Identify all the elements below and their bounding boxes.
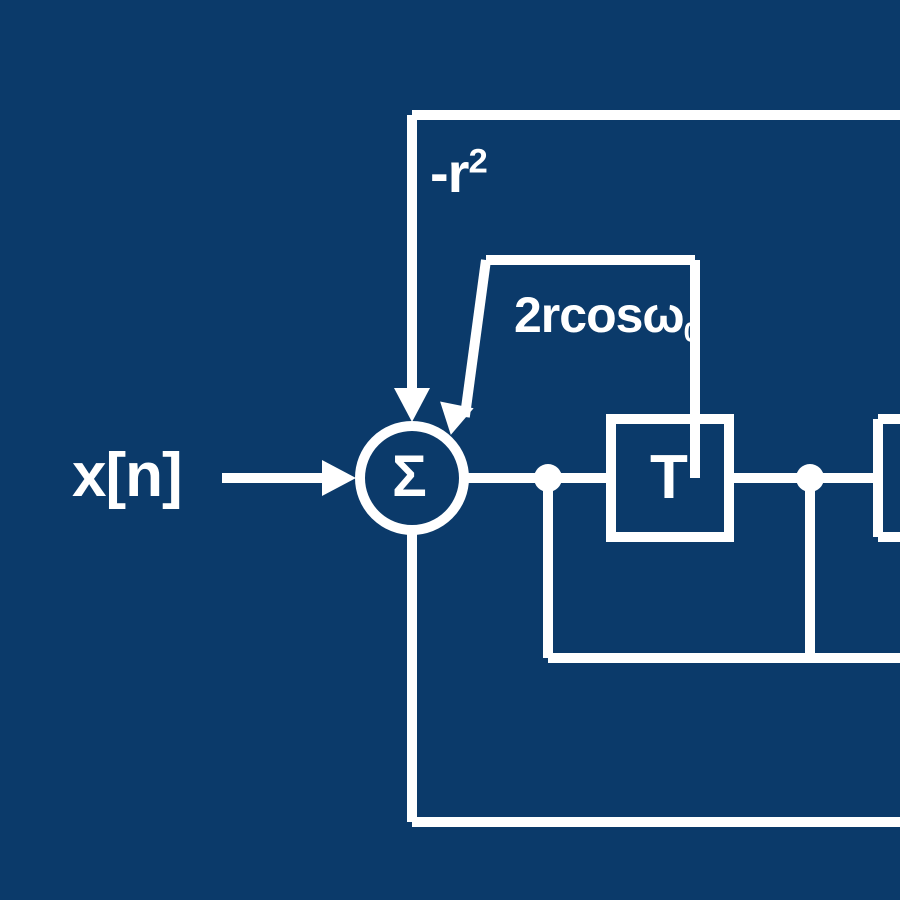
gain2-subscript: 0 [684,317,698,348]
sum-symbol: Σ [392,443,426,510]
gain1-superscript: 2 [468,142,486,180]
gain2-base: 2rcosω [514,287,684,343]
gain-minus-r-squared-label: -r2 [430,140,487,205]
delay-label: T [650,442,687,513]
input-label: x[n] [72,440,182,511]
signal-flow-diagram: x[n] Σ T -r2 2rcosω0 [0,0,900,900]
gain1-prefix: -r [430,141,468,204]
gain-2rcosw0-label: 2rcosω0 [514,286,698,349]
